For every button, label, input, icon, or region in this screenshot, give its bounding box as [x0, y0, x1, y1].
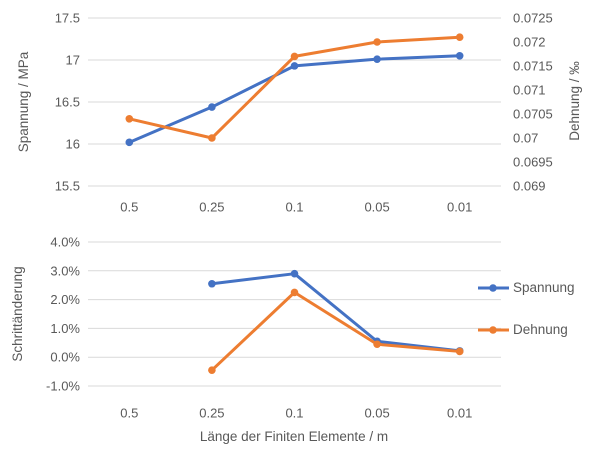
- spannung-legend-marker-icon: [478, 284, 509, 292]
- top-spannung-marker: [125, 138, 134, 147]
- top-right-tick-label: 0.0715: [513, 59, 553, 74]
- top-left-tick-label: 16.5: [55, 95, 80, 110]
- legend-label-dehnung: Dehnung: [513, 322, 568, 337]
- bottom-y-tick-label: 2.0%: [50, 292, 80, 307]
- bottom-y-tick-label: -1.0%: [46, 379, 80, 394]
- bottom-dehnung-marker: [455, 347, 464, 356]
- top-spannung-marker: [373, 55, 381, 63]
- bottom-spannung-marker: [208, 279, 216, 288]
- top-x-tick-label: 0.01: [447, 200, 472, 215]
- top-x-tick-label: 0.25: [199, 200, 224, 215]
- top-spannung-marker: [208, 103, 216, 111]
- top-x-tick-label: 0.1: [285, 200, 303, 215]
- bottom-spannung-line: [210, 272, 462, 353]
- top-left-tick-label: 15.5: [55, 179, 80, 194]
- dehnung-legend-marker-icon: [478, 326, 509, 334]
- top-dehnung-marker: [455, 33, 464, 41]
- top-right-tick-label: 0.07: [513, 131, 538, 146]
- top-left-axis-title: Spannung / MPa: [16, 51, 31, 152]
- top-dehnung-marker: [290, 52, 299, 61]
- top-dehnung-marker: [125, 115, 134, 123]
- top-right-tick-label: 0.069: [513, 179, 546, 194]
- top-left-tick-label: 16: [66, 137, 80, 152]
- top-right-tick-label: 0.072: [513, 35, 546, 50]
- top-dehnung-line: [127, 35, 462, 140]
- bottom-y-tick-label: 3.0%: [50, 263, 80, 278]
- top-spannung-marker: [455, 52, 464, 60]
- top-x-tick-label: 0.5: [120, 200, 138, 215]
- top-right-tick-label: 0.0695: [513, 155, 553, 170]
- top-dehnung-marker: [373, 38, 381, 46]
- bottom-dehnung-marker: [208, 366, 216, 374]
- generated-chart-content: 17.5 17 16.5 16 15.5 0.0725 0.072 0.0715 0.071 0.…: [46, 11, 553, 421]
- bottom-x-tick-label: 0.01: [447, 406, 472, 421]
- bottom-x-tick-label: 0.5: [120, 406, 138, 421]
- top-left-tick-label: 17.5: [55, 11, 80, 26]
- bottom-dehnung-line: [210, 290, 462, 372]
- legend-item-spannung: Spannung: [477, 279, 575, 297]
- bottom-x-tick-label: 0.25: [199, 406, 224, 421]
- top-dehnung-marker: [208, 134, 216, 142]
- top-spannung-marker: [290, 62, 299, 70]
- top-x-tick-label: 0.05: [364, 200, 389, 215]
- bottom-spannung-marker: [290, 269, 299, 278]
- top-right-axis-title: Dehnung / ‰: [567, 61, 582, 141]
- bottom-y-tick-label: 1.0%: [50, 321, 80, 336]
- top-right-tick-label: 0.071: [513, 83, 546, 98]
- bottom-x-axis-title: Länge der Finiten Elemente / m: [200, 429, 388, 444]
- legend-label-spannung: Spannung: [513, 280, 575, 295]
- legend-item-dehnung: Dehnung: [477, 321, 568, 339]
- bottom-dehnung-marker: [290, 288, 299, 297]
- top-right-tick-label: 0.0725: [513, 11, 553, 26]
- bottom-y-tick-label: 4.0%: [50, 235, 80, 250]
- bottom-y-axis-title: Schrittänderung: [10, 266, 25, 361]
- top-left-tick-label: 17: [66, 53, 80, 68]
- bottom-y-tick-label: 0.0%: [50, 350, 80, 365]
- bottom-x-tick-label: 0.1: [285, 406, 303, 421]
- bottom-x-tick-label: 0.05: [364, 406, 389, 421]
- top-right-tick-label: 0.0705: [513, 107, 553, 122]
- bottom-dehnung-marker: [373, 340, 381, 349]
